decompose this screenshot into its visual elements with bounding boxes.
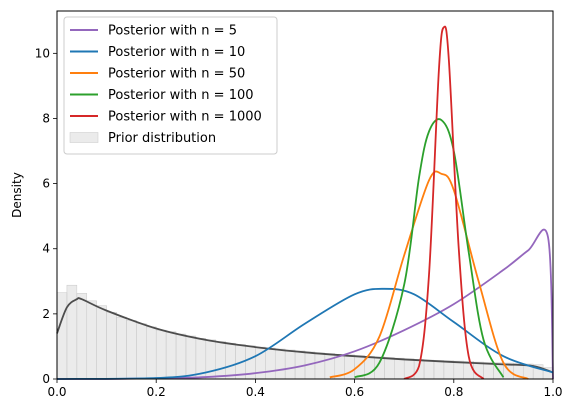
legend-label: Posterior with n = 5 xyxy=(108,24,237,39)
series-line-3 xyxy=(329,170,529,380)
y-tick-label: 6 xyxy=(42,177,50,191)
x-tick-label: 0.8 xyxy=(444,385,463,399)
histogram-bar xyxy=(274,348,286,380)
histogram-bar xyxy=(86,300,97,380)
histogram-bar xyxy=(205,339,216,380)
histogram-bar xyxy=(225,342,236,380)
histogram-bar xyxy=(116,316,127,380)
x-tick-label: 1.0 xyxy=(543,385,562,399)
histogram-bar xyxy=(126,320,137,380)
series-line-4 xyxy=(354,118,505,379)
histogram-bar xyxy=(433,360,445,380)
y-axis: 0 2 4 6 8 10 xyxy=(35,46,57,386)
histogram-bar xyxy=(265,347,276,380)
x-tick-label: 0.6 xyxy=(345,385,364,399)
legend-label: Posterior with n = 1000 xyxy=(108,110,262,125)
histogram-bar xyxy=(76,293,88,380)
legend-label: Posterior with n = 100 xyxy=(108,88,254,103)
histogram-bar xyxy=(423,359,435,380)
histogram-bar xyxy=(453,360,464,380)
y-tick-label: 10 xyxy=(35,46,50,60)
histogram-bar xyxy=(96,305,107,380)
histogram-bar xyxy=(394,357,405,380)
y-tick-label: 8 xyxy=(42,111,50,125)
x-tick-label: 0.2 xyxy=(147,385,166,399)
plot-frame xyxy=(56,10,554,380)
histogram-bar xyxy=(56,292,68,380)
legend-label: Posterior with n = 10 xyxy=(108,45,245,60)
prior-density-curve xyxy=(56,297,554,374)
legend-box xyxy=(63,16,278,155)
legend-label: Posterior with n = 50 xyxy=(108,67,245,82)
prior-density-line xyxy=(56,297,554,374)
x-tick-label: 0.0 xyxy=(47,385,66,399)
histogram-bar xyxy=(146,326,157,380)
histogram-bar xyxy=(136,323,147,380)
histogram-bar xyxy=(185,335,197,380)
histogram-bar xyxy=(106,311,117,380)
histogram-bar xyxy=(314,352,326,380)
histogram-bar xyxy=(284,349,296,380)
histogram-bar xyxy=(483,362,494,380)
legend-label: Prior distribution xyxy=(108,131,216,146)
x-tick-label: 0.4 xyxy=(246,385,265,399)
x-axis: 0.0 0.2 0.4 0.6 0.8 1.0 xyxy=(47,379,563,399)
legend: Posterior with n = 5 Posterior with n = 1… xyxy=(63,16,278,155)
y-axis-label: Density xyxy=(10,172,24,218)
y-tick-label: 2 xyxy=(42,307,50,321)
posterior-series xyxy=(56,25,554,380)
legend-swatch xyxy=(69,132,99,143)
histogram-bar xyxy=(175,333,187,380)
histogram-bar xyxy=(215,341,226,380)
histogram-bar xyxy=(344,354,355,380)
histogram-bar xyxy=(165,331,177,380)
histogram-bar xyxy=(384,357,395,380)
y-tick-label: 0 xyxy=(42,372,50,386)
histogram-bar xyxy=(443,360,455,380)
series-line-5 xyxy=(403,25,485,380)
histogram-bar xyxy=(155,329,167,380)
y-tick-label: 4 xyxy=(42,242,50,256)
histogram-bar xyxy=(463,361,474,380)
